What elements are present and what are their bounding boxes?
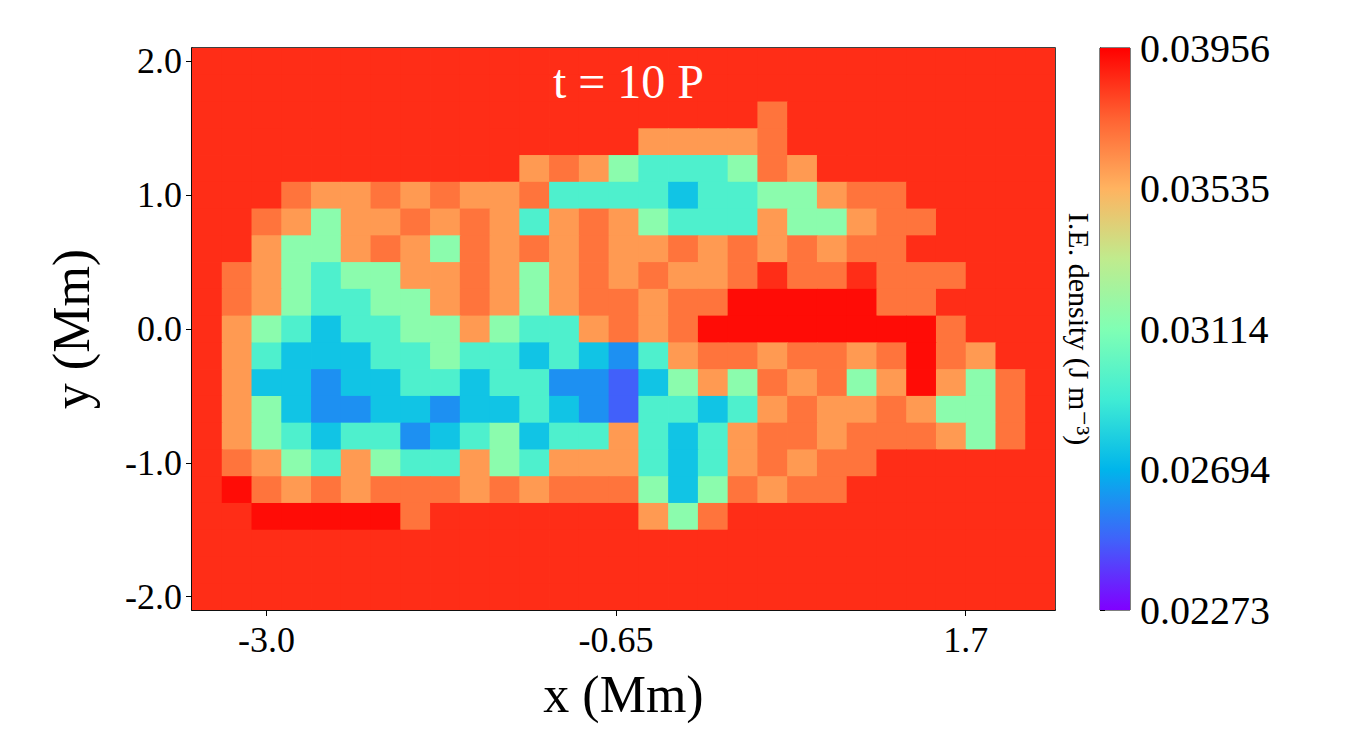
svg-text:0.03535: 0.03535 — [1140, 166, 1270, 211]
svg-text:2.0: 2.0 — [137, 41, 182, 81]
svg-text:-1.0: -1.0 — [125, 443, 182, 483]
svg-text:-2.0: -2.0 — [125, 577, 182, 617]
svg-text:t = 10 P: t = 10 P — [553, 55, 704, 108]
svg-text:0.0: 0.0 — [137, 309, 182, 349]
svg-text:I.E. density (J m⁻³): I.E. density (J m⁻³) — [1062, 213, 1096, 445]
svg-text:1.7: 1.7 — [943, 620, 988, 660]
svg-text:0.02694: 0.02694 — [1140, 447, 1270, 492]
svg-text:y (Mm): y (Mm) — [43, 249, 101, 409]
svg-text:-3.0: -3.0 — [238, 620, 295, 660]
svg-text:0.03114: 0.03114 — [1140, 307, 1269, 352]
svg-text:x (Mm): x (Mm) — [543, 666, 703, 724]
svg-text:0.02273: 0.02273 — [1140, 588, 1270, 633]
svg-text:-0.65: -0.65 — [579, 620, 654, 660]
svg-text:1.0: 1.0 — [137, 175, 182, 215]
svg-text:0.03956: 0.03956 — [1140, 26, 1270, 71]
